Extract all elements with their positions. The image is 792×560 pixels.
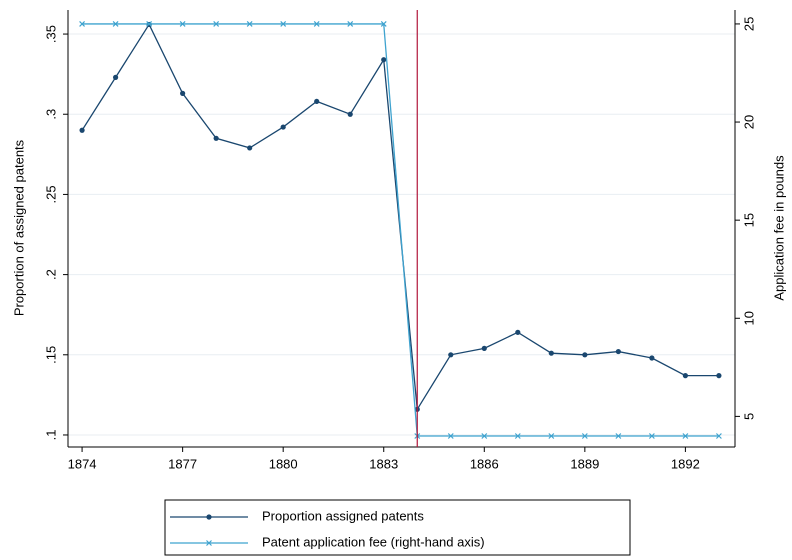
legend-box bbox=[164, 499, 631, 556]
data-point bbox=[447, 433, 454, 439]
data-point bbox=[548, 350, 554, 356]
data-point bbox=[514, 433, 521, 439]
x-tick-label: 1880 bbox=[269, 456, 298, 471]
data-point bbox=[79, 127, 85, 133]
data-point bbox=[112, 21, 119, 27]
data-point bbox=[246, 21, 253, 27]
data-point bbox=[247, 145, 253, 151]
x-tick-label: 1886 bbox=[470, 456, 499, 471]
x-tick-label: 1889 bbox=[570, 456, 599, 471]
data-point bbox=[448, 352, 454, 358]
data-point bbox=[213, 135, 219, 141]
y2-tick-label: 10 bbox=[741, 311, 756, 325]
data-point bbox=[347, 111, 353, 117]
legend-marker bbox=[206, 514, 212, 520]
x-tick-label: 1874 bbox=[68, 456, 97, 471]
y2-tick-label: 20 bbox=[741, 115, 756, 129]
data-point bbox=[347, 21, 354, 27]
data-point bbox=[648, 433, 655, 439]
data-point bbox=[380, 21, 387, 27]
y2-tick-label: 25 bbox=[741, 17, 756, 31]
data-point bbox=[548, 433, 555, 439]
data-point bbox=[682, 433, 689, 439]
data-point bbox=[280, 124, 286, 130]
data-point bbox=[481, 345, 487, 351]
data-point bbox=[682, 373, 688, 379]
data-point bbox=[213, 21, 220, 27]
series-line bbox=[82, 23, 719, 437]
y-tick-label: .35 bbox=[43, 25, 58, 43]
legend-marker bbox=[206, 540, 212, 546]
data-point bbox=[146, 21, 153, 27]
y-tick-label: .2 bbox=[43, 269, 58, 280]
data-point bbox=[79, 21, 86, 27]
series-line bbox=[81, 23, 719, 412]
data-point bbox=[280, 21, 287, 27]
data-point bbox=[716, 373, 722, 379]
data-point bbox=[381, 57, 387, 63]
y2-axis-title: Application fee in pounds bbox=[771, 155, 786, 301]
y2-tick-label: 5 bbox=[741, 413, 756, 420]
y2-tick-label: 15 bbox=[741, 213, 756, 227]
data-point bbox=[649, 355, 655, 361]
y-tick-label: .15 bbox=[43, 346, 58, 364]
data-point bbox=[615, 433, 622, 439]
data-point bbox=[179, 21, 186, 27]
data-point bbox=[112, 74, 119, 80]
y-tick-label: .25 bbox=[43, 185, 58, 203]
legend-label: Patent application fee (right-hand axis) bbox=[262, 534, 485, 549]
data-point bbox=[715, 433, 722, 439]
x-tick-label: 1892 bbox=[671, 456, 700, 471]
x-tick-label: 1877 bbox=[168, 456, 197, 471]
data-point bbox=[481, 433, 488, 439]
legend-label: Proportion assigned patents bbox=[262, 508, 424, 523]
data-point bbox=[314, 98, 320, 105]
data-point bbox=[581, 433, 588, 439]
data-point bbox=[180, 90, 186, 96]
data-point bbox=[313, 21, 320, 27]
y-tick-label: .3 bbox=[43, 109, 58, 120]
data-point bbox=[515, 329, 521, 335]
y-tick-label: .1 bbox=[43, 430, 58, 441]
y-axis-title: Proportion of assigned patents bbox=[11, 139, 26, 316]
data-point bbox=[615, 348, 621, 355]
x-tick-label: 1883 bbox=[369, 456, 398, 471]
data-point bbox=[582, 352, 588, 358]
